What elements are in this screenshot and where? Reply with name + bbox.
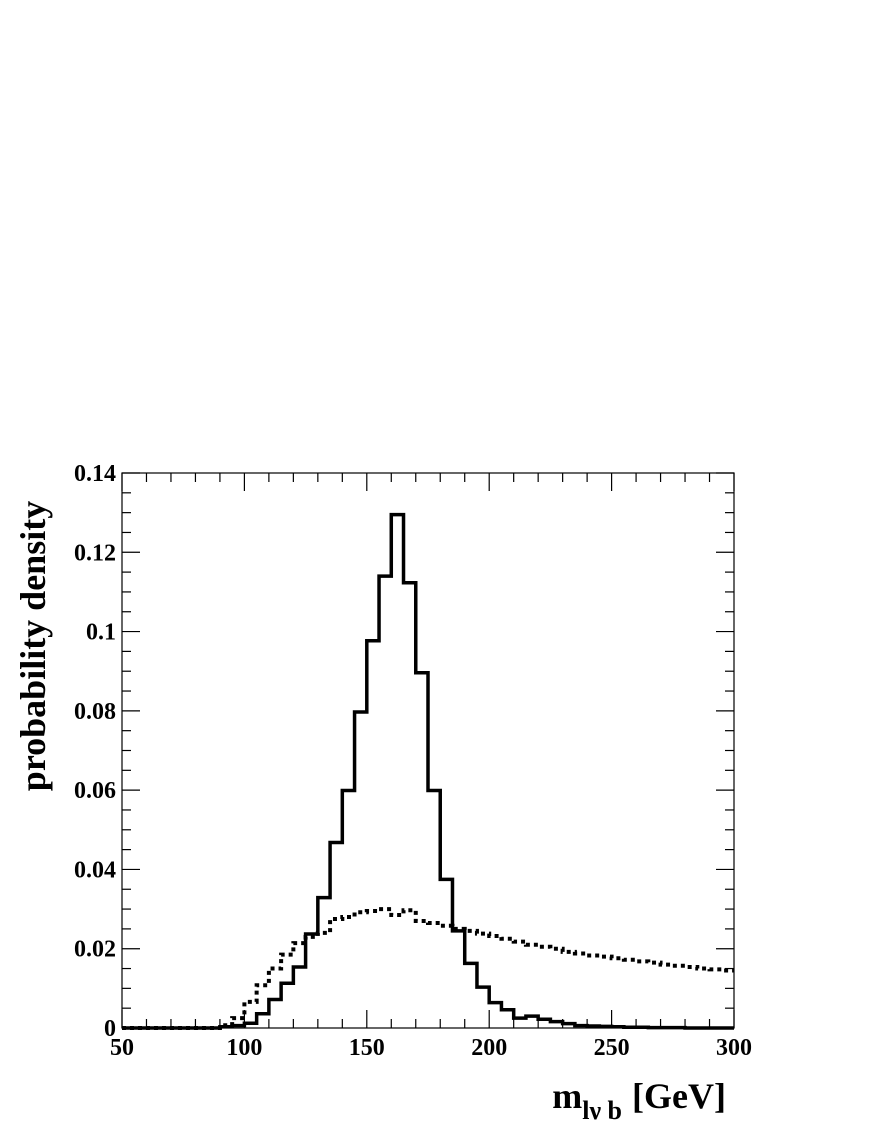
x-axis-title: mlν b [GeV]: [552, 1076, 726, 1125]
x-axis-title-unit: [GeV]: [632, 1076, 726, 1116]
x-tick-label: 50: [110, 1035, 134, 1061]
y-axis-title: probability density: [13, 501, 53, 791]
x-tick-label: 100: [226, 1035, 262, 1061]
y-tick-label: 0.06: [74, 778, 116, 804]
x-tick-label: 300: [716, 1035, 752, 1061]
x-tick-label: 200: [471, 1035, 507, 1061]
series-dotted-histogram: [122, 907, 734, 1030]
series-solid-histogram: [122, 512, 734, 1030]
x-tick-label: 250: [594, 1035, 630, 1061]
x-tick-labels: 50 100 150 200 250 300: [110, 1035, 752, 1061]
y-tick-label: 0.14: [74, 461, 116, 487]
axis-ticks: [121, 472, 735, 1029]
y-tick-label: 0.04: [74, 857, 116, 883]
y-tick-label: 0.12: [74, 540, 116, 566]
x-tick-label: 150: [349, 1035, 385, 1061]
x-axis-title-main: m: [552, 1076, 582, 1116]
x-axis-title-sub: lν b: [582, 1096, 622, 1125]
y-tick-label: 0.1: [86, 620, 116, 646]
y-tick-label: 0: [104, 1016, 116, 1042]
series-layer: [122, 512, 734, 1030]
y-tick-label: 0.08: [74, 699, 116, 725]
y-tick-label: 0.02: [74, 937, 116, 963]
y-tick-labels: 0 0.02 0.04 0.06 0.08 0.1 0.12 0.14: [74, 461, 116, 1042]
